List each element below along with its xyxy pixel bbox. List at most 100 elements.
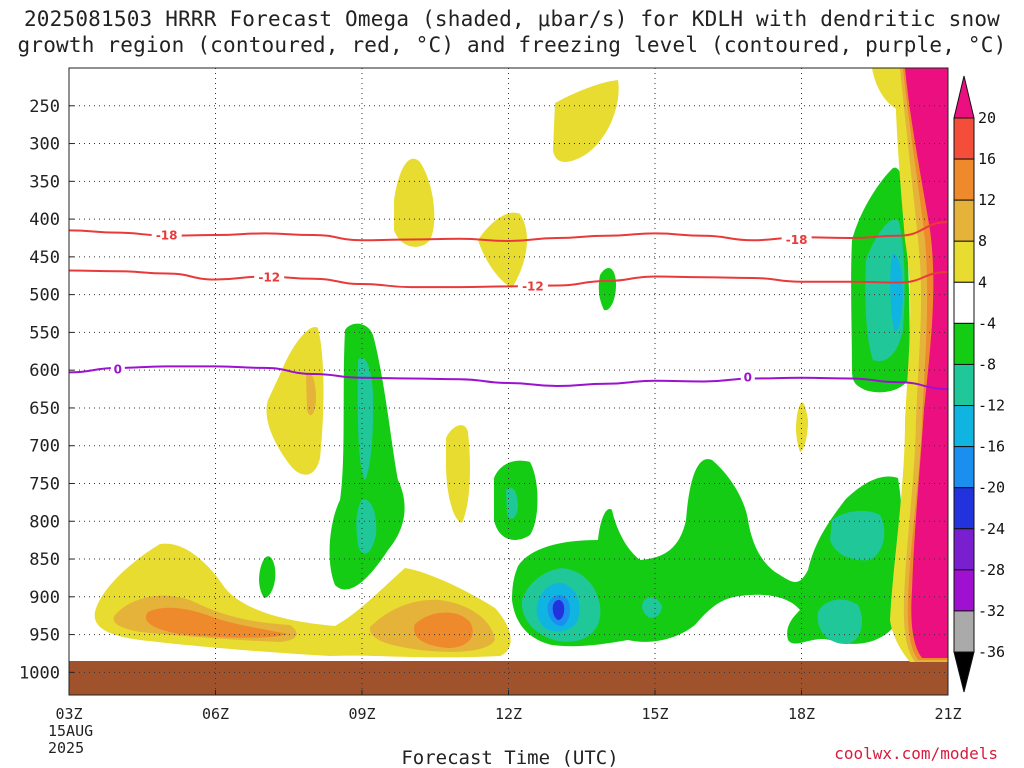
omega-region: [905, 68, 948, 658]
colorbar-swatch: [953, 610, 975, 653]
colorbar-swatch: [953, 240, 975, 283]
x-tick-label: 15Z: [641, 705, 668, 723]
y-tick-label: 700: [29, 437, 60, 457]
y-tick-label: 1000: [19, 663, 60, 683]
y-tick-label: 900: [29, 588, 60, 608]
contour-label-bg: [254, 269, 285, 285]
colorbar-swatch: [953, 199, 975, 242]
omega-region: [553, 80, 619, 162]
y-tick-label: 800: [29, 512, 60, 532]
omega-region: [306, 373, 316, 416]
colorbar-swatch: [953, 322, 975, 365]
colorbar-tick-label: -24: [978, 520, 1005, 538]
colorbar-tick-label: -28: [978, 561, 1005, 579]
x-tick-label: 06Z: [202, 705, 229, 723]
colorbar-tick-label: 12: [978, 191, 996, 209]
omega-shading: [69, 68, 948, 695]
contour-label-bg: [740, 369, 755, 385]
colorbar-swatch: [953, 528, 975, 571]
colorbar-tick-label: -20: [978, 479, 1005, 497]
x-axis-label: Forecast Time (UTC): [401, 747, 618, 768]
omega-region: [259, 556, 276, 598]
chart-title: 2025081503 HRRR Forecast Omega (shaded, …: [0, 6, 1024, 58]
colorbar: 20 16 12 8 4 -4 -8 -12 -16 -20 -24 -28 -32 -36: [953, 75, 1005, 693]
x-tick-label: 09Z: [348, 705, 375, 723]
omega-region: [145, 607, 288, 638]
colorbar-bottom-arrow: [953, 651, 975, 693]
x-tick-label: 03Z: [55, 705, 82, 723]
x-date-label: 15AUG: [48, 722, 93, 740]
y-axis: 250 300 350 400 450 500 550 600 650 700 750 800 850 9…: [19, 97, 74, 683]
contour-label-bg: [781, 232, 812, 248]
colorbar-swatch: [953, 487, 975, 530]
y-tick-label: 300: [29, 135, 60, 155]
omega-region: [394, 158, 435, 247]
y-tick-label: 500: [29, 286, 60, 306]
y-tick-label: 850: [29, 550, 60, 570]
colorbar-tick-label: 8: [978, 232, 987, 250]
contour-label: -18: [156, 229, 178, 243]
colorbar-tick-label: -32: [978, 602, 1005, 620]
colorbar-top-arrow: [953, 75, 975, 119]
chart-title-line2: growth region (contoured, red, °C) and f…: [17, 33, 1007, 57]
colorbar-swatch: [953, 363, 975, 407]
omega-region: [512, 459, 904, 647]
x-axis: 03Z 06Z 09Z 12Z 15Z 18Z 21Z: [55, 690, 962, 723]
y-tick-label: 450: [29, 248, 60, 268]
contour-label: -12: [522, 279, 544, 293]
omega-region: [506, 487, 518, 519]
contour-label: -12: [258, 270, 280, 284]
omega-region: [872, 68, 900, 110]
y-tick-label: 650: [29, 399, 60, 419]
contour-label-bg: [151, 227, 182, 243]
x-year-label: 2025: [48, 739, 84, 757]
y-tick-label: 400: [29, 210, 60, 230]
omega-region: [266, 327, 324, 475]
omega-region: [356, 499, 377, 554]
colorbar-swatch: [953, 158, 975, 201]
contour-line-freezing: [69, 365, 948, 391]
omega-region: [642, 597, 662, 618]
y-tick-label: 950: [29, 626, 60, 646]
colorbar-tick-label: 4: [978, 273, 987, 291]
y-tick-label: 550: [29, 323, 60, 343]
omega-region: [598, 267, 616, 311]
contour-label: -18: [786, 233, 808, 247]
colorbar-tick-label: -16: [978, 438, 1005, 456]
y-tick-label: 750: [29, 474, 60, 494]
omega-region: [552, 599, 565, 620]
x-tick-label: 21Z: [934, 705, 961, 723]
temperature-contours: -18 -18 -12 -12 0 0: [69, 221, 948, 391]
y-tick-label: 250: [29, 97, 60, 117]
colorbar-tick-label: -36: [978, 643, 1005, 661]
omega-region: [830, 510, 885, 561]
contour-line-dendritic: [69, 269, 948, 289]
omega-region: [446, 425, 470, 523]
contour-label: 0: [114, 362, 122, 376]
site-credit: coolwx.com/models: [834, 744, 998, 763]
colorbar-swatch: [953, 405, 975, 448]
omega-region: [414, 612, 473, 648]
omega-region: [478, 212, 527, 288]
omega-region: [796, 402, 808, 452]
colorbar-tick-label: 20: [978, 109, 996, 127]
chart-title-line1: 2025081503 HRRR Forecast Omega (shaded, …: [23, 7, 1001, 31]
colorbar-swatch: [953, 117, 975, 160]
omega-region: [890, 254, 903, 331]
colorbar-tick-label: -8: [978, 355, 996, 373]
contour-label: 0: [744, 371, 752, 385]
colorbar-swatch: [953, 446, 975, 489]
omega-region: [817, 599, 863, 645]
colorbar-swatch: [953, 281, 975, 324]
x-tick-label: 18Z: [788, 705, 815, 723]
contour-label-bg: [110, 361, 125, 377]
x-tick-label: 12Z: [495, 705, 522, 723]
colorbar-tick-label: -4: [978, 314, 996, 332]
y-tick-label: 600: [29, 361, 60, 381]
y-tick-label: 350: [29, 172, 60, 192]
colorbar-tick-label: -12: [978, 397, 1005, 415]
contour-label-bg: [517, 278, 548, 294]
colorbar-tick-label: 16: [978, 150, 996, 168]
colorbar-swatch: [953, 569, 975, 612]
